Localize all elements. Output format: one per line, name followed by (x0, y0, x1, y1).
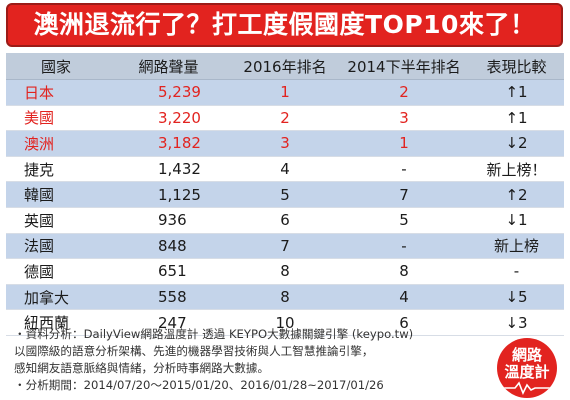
volume-cell: 651 (106, 258, 231, 285)
table-row: 日本 5,239 1 2 ↑1 (6, 79, 564, 106)
header-country: 國家 (6, 53, 106, 80)
volume-cell: 247 (106, 309, 231, 336)
header-volume: 網路聲量 (106, 53, 231, 80)
rank-2016-cell: 4 (231, 156, 339, 183)
rank-2014h2-cell: 6 (339, 309, 469, 336)
country-cell: 捷克 (6, 156, 106, 183)
change-cell: ↑1 (469, 79, 564, 106)
rank-2014h2-cell: - (339, 156, 469, 183)
page-title: 澳洲退流行了？打工度假國度TOP10來了！ (6, 3, 563, 47)
change-cell: ↑1 (469, 105, 564, 132)
table-row: 德國 651 8 8- (6, 258, 564, 285)
table-row: 捷克 1,432 4- 新上榜！ (6, 156, 564, 183)
rank-2016-cell: 5 (231, 181, 339, 208)
rank-2016-cell: 7 (231, 233, 339, 260)
rank-2014h2-cell: 8 (339, 258, 469, 285)
country-cell: 德國 (6, 258, 106, 285)
volume-cell: 1,432 (106, 156, 231, 183)
volume-cell: 3,182 (106, 130, 231, 157)
change-cell: 新上榜！ (469, 156, 564, 183)
rank-2014h2-cell: 2 (339, 79, 469, 106)
rank-2014h2-cell: 1 (339, 130, 469, 157)
heartbeat-icon (497, 381, 557, 395)
rank-2014h2-cell: - (339, 233, 469, 260)
table-row: 韓國 1,125 5 7 ↑2 (6, 181, 564, 208)
change-cell: ↓5 (469, 284, 564, 311)
volume-cell: 5,239 (106, 79, 231, 106)
dailyview-logo: 網路 溫度計 (497, 338, 557, 398)
table-header-row: 國家 網路聲量 2016年排名 2014下半年排名 表現比較 (6, 53, 564, 80)
table-row: 澳洲 3,182 3 1 ↓2 (6, 130, 564, 157)
table-row: 英國 936 6 5 ↓1 (6, 207, 564, 234)
change-cell: - (469, 258, 564, 285)
change-cell: ↓1 (469, 207, 564, 234)
source-line: ・資料分析：DailyView網路溫度計 透過 KEYPO大數據關鍵引擎 (ke… (14, 327, 414, 341)
rank-2014h2-cell: 7 (339, 181, 469, 208)
country-cell: 韓國 (6, 181, 106, 208)
change-cell: ↓3 (469, 309, 564, 336)
country-cell: 紐西蘭 (6, 309, 106, 336)
rank-2016-cell: 2 (231, 105, 339, 132)
country-cell: 英國 (6, 207, 106, 234)
volume-cell: 558 (106, 284, 231, 311)
country-cell: 美國 (6, 105, 106, 132)
logo-line: 溫度計 (504, 363, 550, 381)
volume-cell: 848 (106, 233, 231, 260)
source-line: 感知網友語意脈絡與情緒，分析時事網路大數據。 (14, 361, 270, 375)
rank-2016-cell: 8 (231, 284, 339, 311)
source-note: ・資料分析：DailyView網路溫度計 透過 KEYPO大數據關鍵引擎 (ke… (14, 326, 413, 394)
rank-2016-cell: 1 (231, 79, 339, 106)
table-row: 紐西蘭 247 10 6 ↓3 (6, 309, 564, 336)
country-cell: 法國 (6, 233, 106, 260)
rank-2014h2-cell: 5 (339, 207, 469, 234)
header-rank-2014h2: 2014下半年排名 (339, 53, 469, 80)
rank-2014h2-cell: 3 (339, 105, 469, 132)
table-row: 美國 3,220 2 3 ↑1 (6, 105, 564, 132)
country-cell: 日本 (6, 79, 106, 106)
country-cell: 澳洲 (6, 130, 106, 157)
change-cell: ↑2 (469, 181, 564, 208)
rank-2016-cell: 8 (231, 258, 339, 285)
change-cell: ↓2 (469, 130, 564, 157)
rank-2016-cell: 10 (231, 309, 339, 336)
table-row: 法國 848 7- 新上榜 (6, 233, 564, 260)
rank-2016-cell: 3 (231, 130, 339, 157)
header-rank-2016: 2016年排名 (231, 53, 339, 80)
volume-cell: 3,220 (106, 105, 231, 132)
country-cell: 加拿大 (6, 284, 106, 311)
rank-2014h2-cell: 4 (339, 284, 469, 311)
logo-line: 網路 (511, 346, 542, 364)
volume-cell: 936 (106, 207, 231, 234)
rank-2016-cell: 6 (231, 207, 339, 234)
volume-cell: 1,125 (106, 181, 231, 208)
ranking-table: 國家 網路聲量 2016年排名 2014下半年排名 表現比較 日本 5,239 1 2… (6, 53, 564, 336)
period-line: ・分析期間：2014/07/20～2015/01/20、2016/01/28~2… (14, 378, 384, 392)
table-row: 加拿大 558 8 4 ↓5 (6, 284, 564, 311)
change-cell: 新上榜 (469, 233, 564, 260)
header-change: 表現比較 (469, 53, 564, 80)
source-line: 以國際級的語意分析架構、先進的機器學習技術與人工智慧推論引擎， (14, 344, 374, 358)
